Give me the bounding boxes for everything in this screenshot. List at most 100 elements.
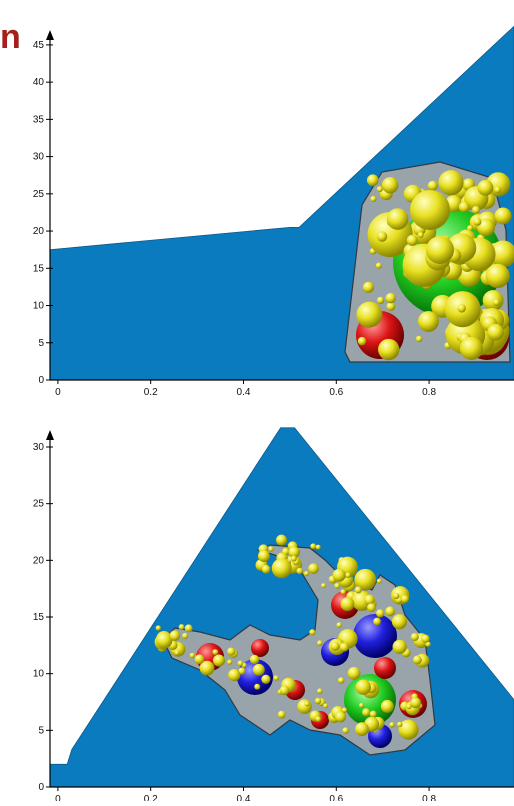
particle (401, 595, 409, 603)
y-tick-label: 20 (33, 555, 45, 566)
particle (170, 630, 181, 641)
particle (238, 661, 244, 667)
particle (426, 236, 454, 264)
particle (386, 302, 395, 311)
y-tick-label: 40 (33, 77, 45, 88)
particle (228, 669, 240, 681)
particle (374, 657, 396, 679)
particle (459, 202, 470, 213)
particle (376, 263, 382, 269)
particle (227, 660, 232, 665)
particle (280, 686, 289, 695)
caption-fragment: n (0, 18, 21, 56)
particle (387, 208, 409, 230)
particle (212, 649, 218, 655)
particle (370, 711, 377, 718)
y-tick-label: 30 (33, 152, 45, 163)
particle (373, 618, 381, 626)
particle (389, 722, 394, 727)
particle (333, 569, 346, 582)
particle (182, 633, 188, 639)
particle (377, 186, 383, 192)
particle (378, 339, 399, 360)
particle (262, 565, 271, 574)
particle (377, 579, 382, 584)
y-tick-label: 25 (33, 499, 45, 510)
y-axis-arrow (46, 430, 54, 440)
particle (385, 606, 395, 616)
particle (356, 680, 371, 695)
particle (358, 337, 366, 345)
particle (156, 625, 161, 630)
particle (261, 675, 270, 684)
particle (338, 677, 344, 683)
x-tick-label: 0.6 (329, 794, 343, 801)
particle (356, 302, 382, 328)
y-tick-label: 10 (33, 301, 45, 312)
particle (335, 711, 346, 722)
particle (317, 640, 323, 646)
particle (341, 589, 346, 594)
y-tick-label: 0 (38, 782, 44, 793)
particle (274, 675, 279, 680)
x-tick-label: 0 (55, 794, 61, 801)
particle (416, 336, 422, 342)
particle (473, 218, 481, 226)
particle (334, 583, 340, 589)
y-tick-label: 45 (33, 40, 45, 51)
particle (458, 304, 466, 312)
particle (250, 655, 259, 664)
particle (495, 207, 512, 224)
particle (316, 716, 321, 721)
particle (355, 587, 362, 594)
x-tick-label: 0.4 (237, 387, 251, 398)
x-tick-label: 0.6 (329, 387, 343, 398)
particle (342, 708, 347, 713)
particle (407, 235, 418, 246)
particle (179, 624, 185, 630)
page: {"caption_fragment":"n", "chart_data":[ … (0, 0, 514, 801)
particle (308, 563, 319, 574)
particle (413, 655, 422, 664)
particle (297, 699, 312, 714)
y-tick-label: 5 (38, 338, 44, 349)
particle (418, 232, 424, 238)
particle (363, 282, 374, 293)
particle (392, 614, 407, 629)
particle (340, 597, 354, 611)
particle (410, 190, 450, 230)
x-tick-label: 0.8 (422, 387, 436, 398)
particle (393, 640, 407, 654)
particle (321, 583, 326, 588)
particle (460, 337, 483, 360)
particle (359, 703, 364, 708)
particle (493, 299, 500, 306)
particle (377, 297, 384, 304)
particle (478, 180, 494, 196)
particle (428, 181, 438, 191)
particle (376, 609, 384, 617)
particle (393, 593, 399, 599)
particle (410, 697, 421, 708)
particle (291, 556, 297, 562)
particle (185, 624, 193, 632)
particle (362, 708, 370, 716)
y-tick-label: 25 (33, 189, 45, 200)
particle (190, 653, 195, 658)
particle (331, 642, 340, 651)
particle (494, 186, 501, 193)
particle (483, 290, 504, 311)
particle (258, 550, 270, 562)
particle (472, 206, 480, 214)
particle (309, 629, 315, 635)
particle (278, 711, 286, 719)
particle (342, 727, 348, 733)
particle (381, 700, 394, 713)
particle (305, 701, 310, 706)
y-tick-label: 5 (38, 725, 44, 736)
y-tick-label: 15 (33, 263, 45, 274)
particle (377, 231, 387, 241)
particle (355, 722, 369, 736)
particle (348, 667, 361, 680)
particle (411, 633, 419, 641)
